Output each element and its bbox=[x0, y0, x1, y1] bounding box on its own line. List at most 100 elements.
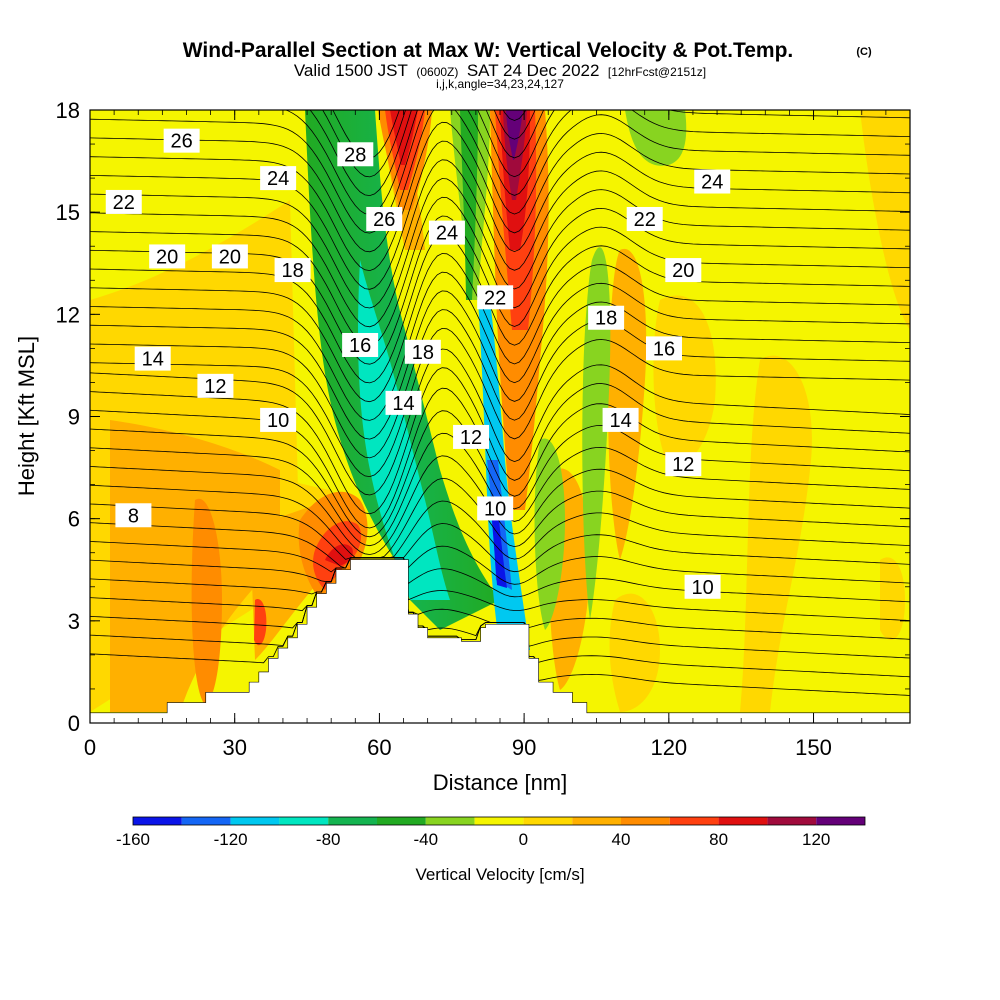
isentrope-line bbox=[90, 234, 910, 384]
updraft-core bbox=[490, 110, 549, 510]
isentrope-label-text: 18 bbox=[412, 342, 434, 364]
isentrope-line bbox=[90, 541, 910, 585]
colorbar-tick-label: 120 bbox=[802, 830, 830, 849]
isentrope-label: 10 bbox=[477, 496, 514, 521]
isentrope-label-bg bbox=[274, 258, 311, 283]
isentrope-label-bg bbox=[626, 206, 663, 231]
downdraft-center bbox=[490, 500, 507, 588]
y-tick-label: 12 bbox=[56, 302, 80, 327]
isentrope-line bbox=[309, 110, 545, 197]
colorbar-tick-label: -160 bbox=[116, 830, 150, 849]
y-tick-label: 9 bbox=[68, 405, 80, 430]
lee-updraft-small bbox=[254, 599, 267, 646]
isentrope-label: 20 bbox=[665, 258, 702, 283]
isentrope-label-bg bbox=[134, 346, 171, 371]
isentrope-label: 20 bbox=[211, 244, 248, 269]
isentrope-label-text: 24 bbox=[701, 172, 723, 194]
isentrope-label-text: 14 bbox=[142, 349, 164, 371]
x-tick-label: 0 bbox=[84, 735, 96, 760]
isentrope-label-text: 10 bbox=[267, 410, 289, 432]
isentrope-label-text: 16 bbox=[349, 335, 371, 357]
isentrope-label: 22 bbox=[626, 206, 663, 231]
chart-subtitle-indices: i,j,k,angle=34,23,24,127 bbox=[436, 77, 564, 91]
y-tick-label: 18 bbox=[56, 98, 80, 123]
isentrope-label-text: 20 bbox=[219, 246, 241, 268]
isentrope-label: 28 bbox=[337, 142, 374, 167]
isentrope-label-bg bbox=[684, 574, 721, 599]
isentrope-line bbox=[284, 110, 910, 215]
upper-updraft-red bbox=[390, 110, 418, 165]
orange-column-left bbox=[191, 498, 222, 705]
isentrope-label-text: 12 bbox=[672, 454, 694, 476]
isentrope-label-text: 16 bbox=[653, 338, 675, 360]
isentrope-label-bg bbox=[694, 169, 731, 194]
isentrope-line bbox=[90, 253, 910, 403]
isentrope-label: 24 bbox=[428, 220, 465, 245]
lime-band-right bbox=[582, 247, 611, 620]
isentrope-label-text: 24 bbox=[267, 168, 289, 190]
isentrope-label-text: 26 bbox=[171, 131, 193, 153]
colorbar-swatch bbox=[523, 817, 573, 825]
chart-subtitle: Valid 1500 JST (0600Z) SAT 24 Dec 2022 [… bbox=[294, 61, 706, 80]
isentrope-label: 18 bbox=[404, 339, 441, 364]
isentrope-label-bg bbox=[163, 128, 200, 153]
colorbar-swatch bbox=[474, 817, 524, 825]
isentrope-label: 14 bbox=[385, 390, 422, 415]
isentrope-line bbox=[90, 557, 910, 603]
isentrope-label-text: 10 bbox=[484, 498, 506, 520]
downdraft-outer bbox=[478, 300, 530, 650]
downdraft-band bbox=[305, 110, 687, 630]
isentrope-label-bg bbox=[115, 503, 152, 528]
green-band-outer bbox=[305, 110, 500, 630]
isentrope-label-bg bbox=[646, 336, 682, 361]
colorbar-swatch bbox=[377, 817, 426, 825]
isentrope-label-bg bbox=[602, 407, 639, 432]
isentrope-line bbox=[90, 110, 910, 234]
isentrope-label-text: 22 bbox=[634, 209, 656, 231]
colorbar-frame bbox=[132, 816, 866, 826]
y-axis-ticks: 0 3 6 9 12 15 18 bbox=[56, 98, 910, 736]
isentrope-label: 10 bbox=[684, 574, 721, 599]
subtitle-small: (0600Z) bbox=[416, 65, 458, 79]
isentrope-label-bg bbox=[337, 142, 374, 167]
isentrope-label-text: 14 bbox=[392, 393, 414, 415]
weak-updraft-mid-right bbox=[609, 593, 660, 712]
isentrope-line bbox=[90, 327, 910, 478]
isentrope-label: 18 bbox=[588, 305, 625, 330]
colorbar-swatch bbox=[572, 817, 621, 825]
subtitle-prefix: Valid 1500 JST bbox=[294, 61, 408, 80]
isentrope-label-text: 26 bbox=[373, 209, 395, 231]
x-tick-label: 150 bbox=[795, 735, 832, 760]
isentrope-line bbox=[90, 455, 910, 555]
isentrope-label-bg bbox=[149, 244, 186, 269]
colorbar-swatch bbox=[767, 817, 817, 825]
isentrope-label: 12 bbox=[453, 424, 490, 449]
isentrope-line bbox=[90, 367, 910, 515]
isentrope-line bbox=[90, 477, 910, 559]
terrain-profile bbox=[90, 559, 910, 723]
isentrope-label-bg bbox=[260, 407, 297, 432]
isentrope-label-text: 22 bbox=[113, 192, 135, 214]
isentrope-label-bg bbox=[588, 305, 625, 330]
isentrope-label-bg bbox=[665, 258, 702, 283]
isentrope-label-bg bbox=[105, 189, 142, 214]
colorbar-swatch bbox=[328, 817, 377, 825]
isentrope-label: 14 bbox=[602, 407, 639, 432]
isentrope-label: 14 bbox=[134, 346, 171, 371]
cyan-band-core bbox=[358, 260, 450, 600]
updraft-purple bbox=[506, 110, 523, 160]
lime-band-top-right bbox=[625, 110, 687, 166]
colorbar-tick-label: -80 bbox=[316, 830, 341, 849]
isentrope-label-text: 18 bbox=[281, 260, 303, 282]
isentrope-label-bg bbox=[404, 339, 441, 364]
terrain bbox=[90, 559, 910, 723]
isentrope-label-text: 28 bbox=[344, 144, 366, 166]
isentrope-label-bg bbox=[211, 244, 248, 269]
isentrope-line bbox=[90, 557, 910, 640]
isentrope-label-text: 10 bbox=[691, 577, 713, 599]
isentrope-label-text: 12 bbox=[460, 427, 482, 449]
chart-title-tag: (C) bbox=[856, 46, 872, 58]
isentrope-line bbox=[90, 271, 910, 421]
x-tick-label: 90 bbox=[512, 735, 536, 760]
